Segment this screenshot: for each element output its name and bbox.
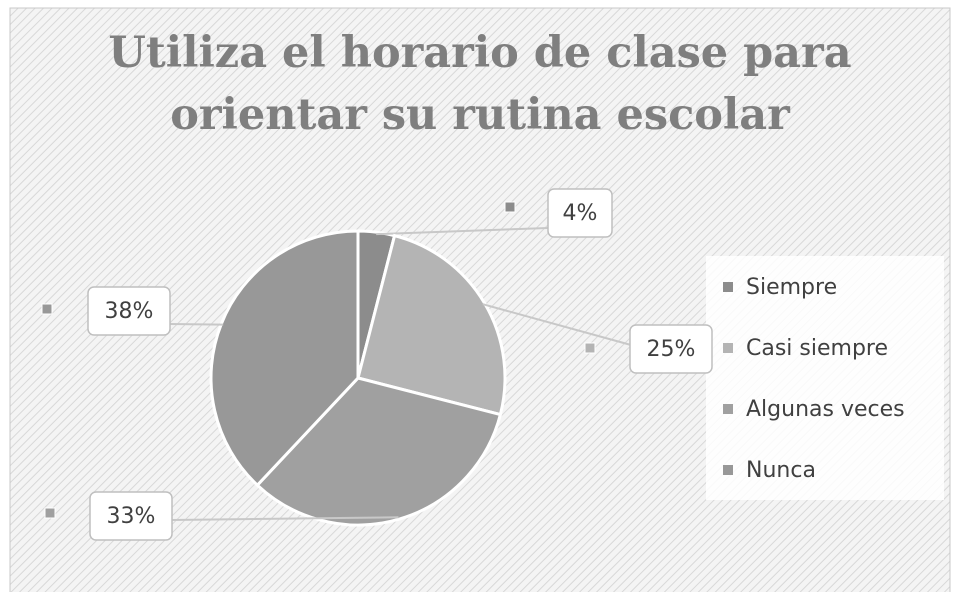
leader-line xyxy=(170,324,223,325)
chart-title: Utiliza el horario de clase para orienta… xyxy=(100,22,860,146)
legend-key xyxy=(723,465,733,475)
legend-key xyxy=(723,282,733,292)
legend-label: Nunca xyxy=(746,458,816,483)
data-label: 38% xyxy=(105,299,154,324)
data-label-key xyxy=(585,343,595,353)
chart-area: 4% 25% 33% 38% Siempre Casi siempre Algunas ve… xyxy=(0,0,961,592)
data-label-key xyxy=(42,304,52,314)
legend-key xyxy=(723,343,733,353)
data-label-key xyxy=(45,508,55,518)
data-label-key xyxy=(505,202,515,212)
legend-label: Casi siempre xyxy=(746,336,888,361)
data-label: 33% xyxy=(107,504,156,529)
legend-key xyxy=(723,404,733,414)
data-label: 4% xyxy=(563,201,598,226)
legend-label: Algunas veces xyxy=(746,397,905,422)
data-label: 25% xyxy=(647,337,696,362)
legend-label: Siempre xyxy=(746,275,837,300)
